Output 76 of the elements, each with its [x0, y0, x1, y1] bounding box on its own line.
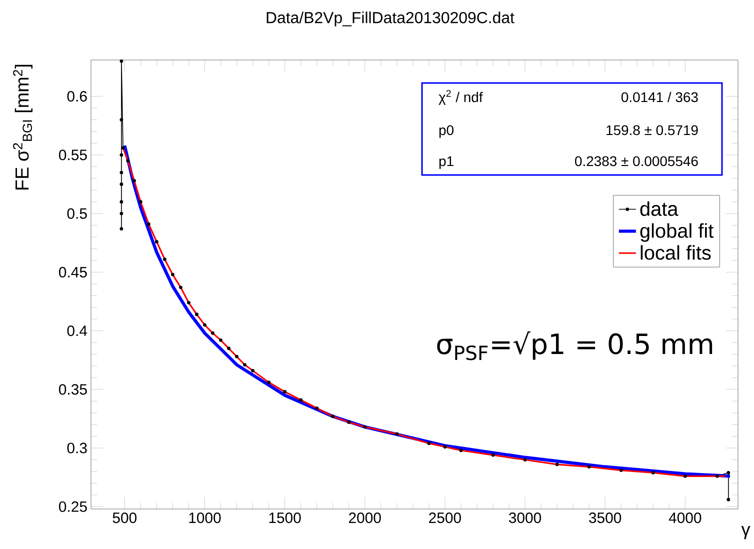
annotation: χ$^{2}$ / ndf	[438, 90, 483, 105]
y-tick-label: 0.4	[67, 325, 88, 336]
point	[651, 470, 655, 474]
point	[347, 420, 351, 424]
legend-label: data	[640, 201, 678, 216]
annotation: 159.8 ± 0.5719	[606, 125, 698, 136]
annotation: p1	[439, 156, 454, 169]
point	[726, 498, 730, 502]
point	[121, 146, 125, 150]
y-tick-label: 0.5	[67, 208, 87, 219]
point	[120, 212, 124, 216]
x-tick-label: 2000	[348, 512, 381, 524]
point	[315, 406, 319, 410]
x-tick-label: 2500	[429, 512, 461, 524]
point	[395, 432, 399, 436]
y-tick-label: 0.25	[58, 501, 87, 512]
point	[619, 468, 623, 472]
point	[299, 398, 303, 402]
point	[211, 331, 214, 335]
y-axis-title: FE σ$^{2}$$_{BGI}$ [mm$^{2}$]	[13, 64, 32, 190]
legend-label: local fits	[640, 245, 711, 260]
point	[120, 59, 124, 63]
annotation: p0	[439, 125, 454, 138]
y-tick-label: 0.3	[67, 442, 87, 454]
y-tick-label: 0.35	[58, 384, 87, 395]
chart-title: Data/B2Vp_FillData20130209C.dat	[266, 12, 514, 26]
x-tick-label: 4000	[668, 512, 702, 524]
point	[363, 425, 367, 429]
annotation: 0.0141 / 363	[621, 92, 698, 102]
x-axis-title: γ	[741, 526, 750, 540]
point	[195, 312, 198, 316]
y-tick-label: 0.55	[58, 150, 87, 160]
point	[227, 346, 230, 350]
point	[138, 200, 142, 204]
point	[683, 474, 687, 478]
x-tick-label: 1500	[269, 512, 301, 524]
point	[523, 458, 527, 462]
annotation: σ$_{PSF}$=√p1 = 0.5 mm	[437, 331, 712, 360]
x-tick-label: 3000	[508, 512, 542, 524]
point	[267, 380, 270, 384]
point	[120, 153, 124, 157]
point	[170, 272, 174, 276]
point	[443, 445, 447, 449]
point	[146, 222, 150, 226]
point	[587, 465, 591, 468]
y-tick-label: 0.6	[67, 91, 87, 102]
point	[120, 200, 124, 204]
point	[726, 470, 730, 474]
annotation: 0.2383 ± 0.0005546	[575, 156, 698, 166]
point	[120, 118, 124, 122]
point	[459, 448, 463, 452]
point	[178, 286, 182, 290]
point	[491, 453, 495, 457]
point	[219, 338, 222, 342]
point	[162, 258, 166, 261]
point	[203, 323, 206, 327]
point	[251, 368, 254, 372]
x-tick-label: 3500	[589, 512, 622, 524]
point	[243, 363, 246, 366]
x-tick-label: 1000	[189, 512, 221, 524]
point	[555, 462, 559, 466]
point	[187, 300, 190, 304]
point	[120, 182, 124, 186]
point	[154, 240, 158, 244]
legend-label: global fit	[640, 223, 714, 242]
point	[331, 414, 335, 418]
point	[235, 354, 238, 358]
point	[283, 390, 286, 394]
x-tick-label: 500	[112, 512, 137, 524]
point	[120, 227, 124, 230]
point	[427, 442, 431, 446]
point	[132, 179, 136, 182]
y-tick-label: 0.45	[58, 266, 87, 278]
point	[715, 474, 719, 478]
point	[120, 170, 124, 174]
point	[126, 159, 130, 162]
